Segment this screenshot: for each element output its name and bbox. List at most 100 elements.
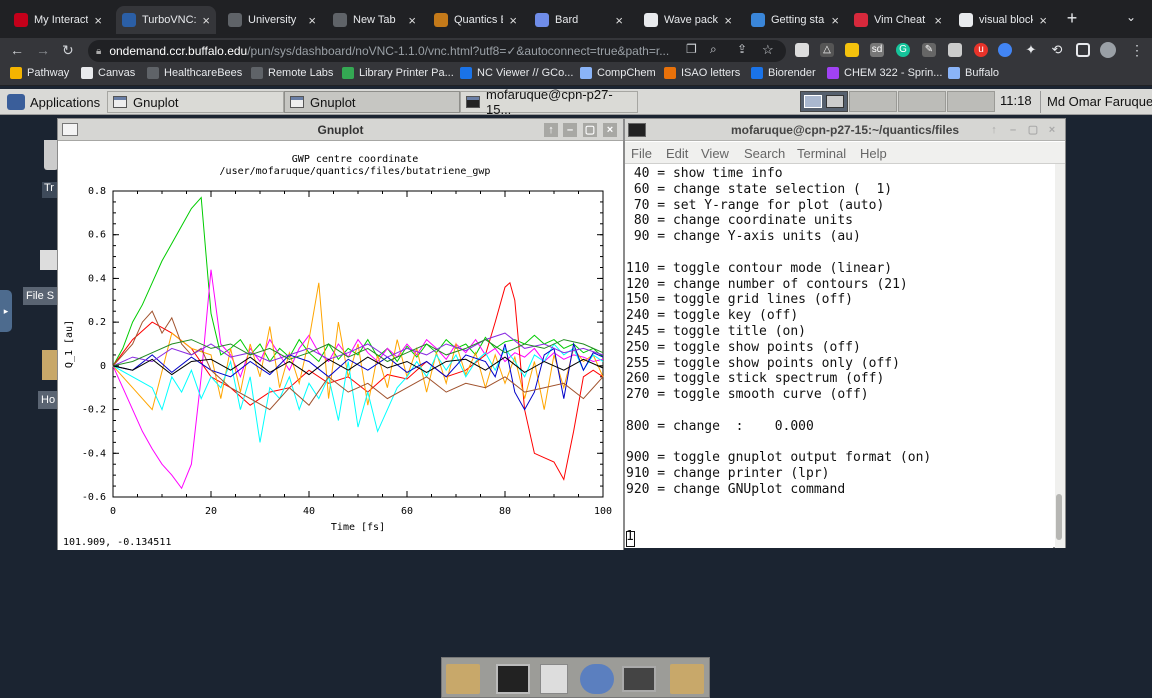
bookmark-0[interactable]: Pathway [10, 67, 69, 79]
yellow-extension-icon[interactable] [845, 43, 859, 57]
menu-edit[interactable]: Edit [666, 146, 689, 161]
window-up-icon[interactable]: ↑ [991, 124, 997, 136]
terminal-titlebar[interactable]: mofaruque@cpn-p27-15:~/quantics/files ↑ … [625, 119, 1065, 141]
terminal-output[interactable]: 40 = show time info 60 = change state se… [625, 164, 1053, 548]
desktop-icon-label: Ho [38, 391, 58, 409]
workspace-1[interactable] [804, 95, 822, 108]
avatar[interactable] [1100, 42, 1116, 58]
user-menu[interactable]: Md Omar Faruque [1040, 91, 1152, 113]
workspace-3[interactable] [849, 91, 897, 112]
folder-icon[interactable] [670, 664, 704, 694]
share-icon[interactable]: ⇪ [737, 42, 748, 56]
task-label: Gnuplot [133, 94, 179, 110]
tab-close-icon[interactable]: × [408, 12, 416, 28]
web-browser-icon[interactable] [580, 664, 614, 694]
tab-2[interactable]: University × [222, 6, 322, 34]
forward-arrow-icon[interactable]: → [36, 42, 50, 58]
printer-extension-icon[interactable] [948, 43, 962, 57]
bookmark-9[interactable]: CHEM 322 - Sprin... [827, 67, 942, 79]
menu-terminal[interactable]: Terminal [797, 146, 847, 161]
bookmark-3[interactable]: Remote Labs [251, 67, 333, 79]
novnc-sidebar-handle[interactable]: ▸ [0, 290, 12, 332]
maximize-icon[interactable]: ▢ [583, 123, 597, 137]
bookmark-label: Biorender [768, 67, 816, 79]
bookmark-1[interactable]: Canvas [81, 67, 135, 79]
tab-close-icon[interactable]: × [934, 12, 942, 28]
tab-close-icon[interactable]: × [1039, 12, 1047, 28]
trash-icon[interactable] [44, 140, 58, 170]
tab-4[interactable]: Quantics Ex × [428, 6, 523, 34]
applications-menu[interactable]: Applications [2, 91, 106, 113]
alert-extension-icon[interactable]: △ [820, 43, 834, 57]
back-arrow-icon[interactable]: ← [10, 42, 24, 58]
grammarly-icon[interactable]: G [896, 43, 910, 57]
bookmark-6[interactable]: CompChem [580, 67, 656, 79]
tab-close-icon[interactable]: × [202, 12, 210, 28]
bookmark-2[interactable]: HealthcareBees [147, 67, 242, 79]
tab-9[interactable]: visual block × [953, 6, 1053, 34]
menu-help[interactable]: Help [860, 146, 887, 161]
menu-search[interactable]: Search [744, 146, 786, 161]
sidepanel-icon[interactable] [1076, 43, 1090, 57]
bio-icon [751, 67, 763, 79]
kebab-menu-icon[interactable]: ⋮ [1130, 42, 1144, 58]
sd-extension-icon[interactable]: sd [870, 43, 884, 57]
sync-icon[interactable]: ⟲ [1051, 42, 1063, 57]
workspace-2[interactable] [826, 95, 844, 108]
bookmark-7[interactable]: ISAO letters [664, 67, 740, 79]
open-in-window-icon[interactable]: ❐ [686, 42, 697, 56]
bookmark-5[interactable]: NC Viewer // GCo... [460, 67, 573, 79]
taskbar-gnuplot-1[interactable]: Gnuplot [107, 91, 284, 113]
tab-close-icon[interactable]: × [615, 12, 623, 28]
tab-close-icon[interactable]: × [94, 12, 102, 28]
filesystem-icon[interactable] [40, 250, 58, 270]
gnuplot-canvas[interactable]: GWP centre coordinate/user/mofaruque/qua… [58, 142, 623, 550]
window-up-icon[interactable]: ↑ [544, 123, 558, 137]
pen-extension-icon[interactable]: ✎ [922, 43, 936, 57]
file-manager-icon[interactable] [540, 664, 568, 694]
doc-extension-icon[interactable] [795, 43, 809, 57]
tab-3[interactable]: New Tab × [327, 6, 422, 34]
taskbar-gnuplot-2[interactable]: Gnuplot [284, 91, 460, 113]
tab-search-chevron-icon[interactable]: ⌄ [1126, 10, 1137, 24]
terminal-scrollbar[interactable] [1055, 164, 1065, 548]
tab-1[interactable]: TurboVNC: × [116, 6, 216, 34]
bookmark-10[interactable]: Buffalo [948, 67, 999, 79]
puzzle-icon[interactable]: ✦ [1025, 42, 1037, 57]
workspace-switcher[interactable] [800, 91, 848, 112]
bookmark-star-icon[interactable]: ☆ [762, 42, 774, 57]
menu-view[interactable]: View [701, 146, 729, 161]
address-bar[interactable]: 🔒︎ ondemand.ccr.buffalo.edu/pun/sys/dash… [88, 40, 786, 62]
tab-close-icon[interactable]: × [724, 12, 732, 28]
tab-close-icon[interactable]: × [509, 12, 517, 28]
tab-close-icon[interactable]: × [308, 12, 316, 28]
terminal-icon[interactable] [496, 664, 530, 694]
minimize-icon[interactable]: – [1009, 124, 1017, 136]
maximize-icon[interactable]: ▢ [1027, 124, 1039, 136]
scrollbar-thumb[interactable] [1056, 494, 1062, 540]
reload-icon[interactable]: ↻ [62, 42, 74, 58]
home-folder-icon[interactable] [42, 350, 58, 380]
blue-extension-icon[interactable] [998, 43, 1012, 57]
menu-file[interactable]: File [631, 146, 652, 161]
gnuplot-titlebar[interactable]: Gnuplot ↑ – ▢ × [58, 119, 623, 141]
workspace-4[interactable] [898, 91, 946, 112]
taskbar-terminal[interactable]: mofaruque@cpn-p27-15... [460, 87, 638, 117]
tab-7[interactable]: Getting star × [745, 6, 845, 34]
home-folder-icon[interactable] [446, 664, 480, 694]
new-tab-button[interactable]: + [1066, 8, 1078, 28]
minimize-icon[interactable]: – [563, 123, 577, 137]
workspace-5[interactable] [947, 91, 995, 112]
zoom-icon[interactable]: ⌕ [710, 42, 717, 56]
tab-6[interactable]: Wave packe × [638, 6, 738, 34]
ublock-icon[interactable]: u [974, 43, 988, 57]
bookmark-8[interactable]: Biorender [751, 67, 816, 79]
tab-close-icon[interactable]: × [831, 12, 839, 28]
bookmark-4[interactable]: Library Printer Pa... [342, 67, 454, 79]
close-icon[interactable]: × [603, 123, 617, 137]
close-icon[interactable]: × [1048, 124, 1056, 136]
tab-8[interactable]: Vim Cheat S × [848, 6, 948, 34]
app-finder-icon[interactable] [622, 666, 656, 692]
tab-0[interactable]: My Interact × [8, 6, 108, 34]
tab-5[interactable]: Bard × [529, 6, 629, 34]
